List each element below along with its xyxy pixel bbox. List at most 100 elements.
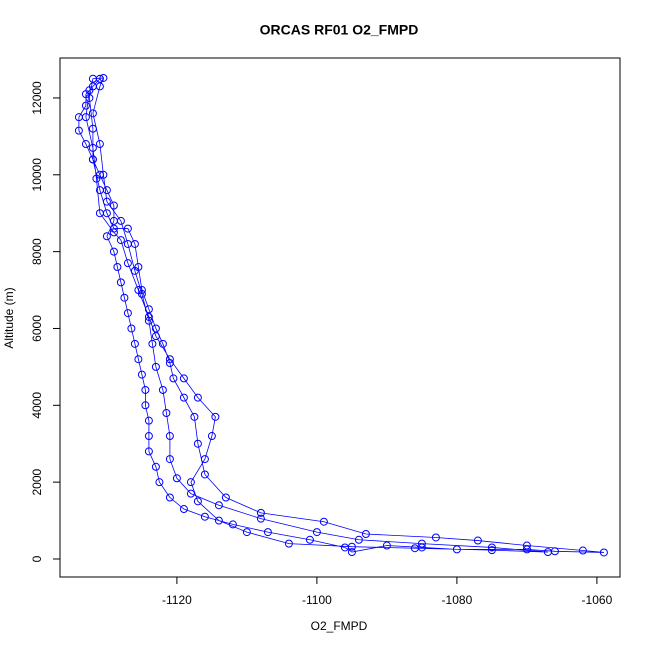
point: [263, 528, 272, 537]
x-tick-label: -1080: [442, 593, 473, 607]
point: [190, 412, 199, 421]
point: [354, 535, 363, 544]
point: [109, 201, 118, 210]
point: [74, 126, 83, 135]
point: [123, 224, 132, 233]
point: [144, 447, 153, 456]
point: [109, 224, 118, 233]
point: [102, 197, 111, 206]
point: [134, 355, 143, 364]
point: [522, 545, 531, 554]
point: [417, 539, 426, 548]
x-axis-label: O2_FMPD: [311, 619, 368, 633]
point: [165, 359, 174, 368]
point: [305, 535, 314, 544]
point: [200, 470, 209, 479]
point: [165, 455, 174, 464]
point: [158, 339, 167, 348]
point: [151, 462, 160, 471]
point: [137, 286, 146, 295]
point: [95, 186, 104, 195]
point: [319, 517, 328, 526]
x-tick-label: -1100: [302, 593, 332, 607]
point: [200, 455, 209, 464]
point: [193, 497, 202, 506]
point: [113, 262, 122, 271]
point: [116, 278, 125, 287]
point: [179, 505, 188, 514]
point: [172, 474, 181, 483]
point: [473, 536, 482, 545]
point: [228, 520, 237, 529]
point: [186, 478, 195, 487]
point: [120, 293, 129, 302]
point: [284, 539, 293, 548]
point: [200, 512, 209, 521]
point: [88, 109, 97, 118]
point: [155, 478, 164, 487]
trace-line: [78, 77, 604, 553]
point: [92, 174, 101, 183]
point: [179, 374, 188, 383]
point: [148, 339, 157, 348]
point: [207, 432, 216, 441]
point: [137, 370, 146, 379]
point: [116, 216, 125, 225]
point: [522, 541, 531, 550]
point: [130, 339, 139, 348]
point: [543, 548, 552, 557]
y-tick-label: 12000: [30, 81, 44, 115]
x-tick-label: -1060: [582, 593, 613, 607]
point: [99, 170, 108, 179]
point: [81, 140, 90, 149]
chart-title: ORCAS RF01 O2_FMPD: [260, 22, 419, 38]
point: [88, 155, 97, 164]
point: [144, 416, 153, 425]
point: [256, 514, 265, 523]
point: [81, 113, 90, 122]
point: [487, 543, 496, 552]
point: [95, 82, 104, 91]
point: [123, 309, 132, 318]
point: [169, 374, 178, 383]
point: [193, 393, 202, 402]
point: [85, 86, 94, 95]
point: [144, 432, 153, 441]
point: [312, 528, 321, 537]
point: [151, 362, 160, 371]
point: [88, 74, 97, 83]
point: [85, 93, 94, 102]
point: [88, 124, 97, 133]
point: [361, 530, 370, 539]
point: [214, 501, 223, 510]
point: [88, 143, 97, 152]
point: [116, 236, 125, 245]
point: [256, 508, 265, 517]
y-tick-label: 4000: [30, 392, 44, 419]
point: [123, 239, 132, 248]
point: [165, 432, 174, 441]
point: [144, 316, 153, 325]
point: [452, 545, 461, 554]
point: [211, 412, 220, 421]
x-tick-label: -1120: [162, 593, 192, 607]
point: [109, 228, 118, 237]
point: [193, 439, 202, 448]
point: [81, 101, 90, 110]
y-tick-label: 2000: [30, 468, 44, 495]
point: [599, 548, 608, 557]
y-tick-label: 0: [30, 555, 44, 562]
point: [130, 266, 139, 275]
point: [127, 324, 136, 333]
point: [221, 493, 230, 502]
point: [95, 140, 104, 149]
point: [151, 332, 160, 341]
y-tick-label: 6000: [30, 315, 44, 342]
point: [410, 544, 419, 553]
point: [151, 324, 160, 333]
point: [242, 528, 251, 537]
point: [347, 542, 356, 551]
point: [431, 533, 440, 542]
